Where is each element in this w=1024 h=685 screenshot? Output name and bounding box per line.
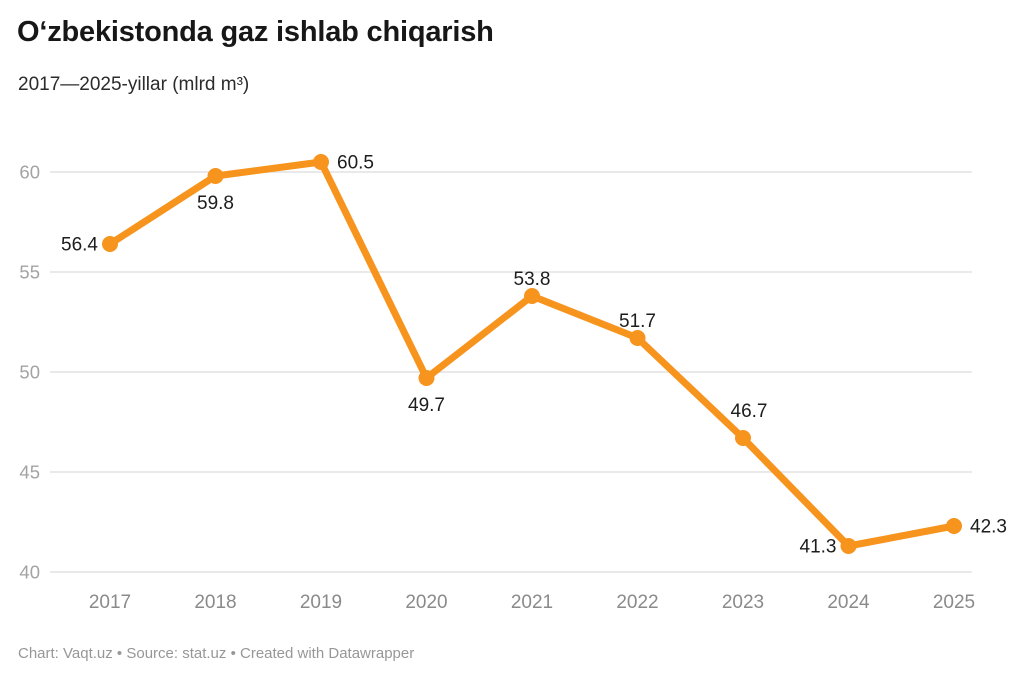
data-point-label: 53.8 bbox=[514, 269, 551, 290]
data-point bbox=[102, 236, 118, 252]
x-axis-tick-label: 2018 bbox=[194, 592, 236, 613]
data-line bbox=[106, 158, 958, 550]
x-axis-tick-label: 2020 bbox=[405, 592, 447, 613]
x-axis-tick-label: 2023 bbox=[722, 592, 764, 613]
data-point bbox=[735, 430, 751, 446]
x-axis-tick-label: 2024 bbox=[827, 592, 870, 613]
data-point bbox=[207, 168, 224, 184]
data-point-label: 51.7 bbox=[619, 311, 656, 332]
data-point bbox=[524, 288, 540, 304]
y-axis-tick-label: 50 bbox=[19, 362, 40, 383]
x-axis-tick-label: 2021 bbox=[511, 592, 553, 613]
data-point bbox=[629, 330, 646, 346]
y-axis-tick-label: 45 bbox=[19, 462, 40, 483]
y-axis-tick-label: 60 bbox=[19, 162, 40, 183]
data-point bbox=[840, 538, 857, 554]
data-point-label: 41.3 bbox=[800, 537, 837, 558]
data-point-label: 46.7 bbox=[731, 401, 768, 422]
y-axis-tick-label: 55 bbox=[19, 262, 40, 283]
data-point-label: 59.8 bbox=[197, 193, 234, 214]
data-point-label: 42.3 bbox=[970, 517, 1007, 538]
data-point bbox=[313, 154, 329, 170]
x-axis-tick-label: 2019 bbox=[300, 592, 342, 613]
chart-title: Oʻzbekistonda gaz ishlab chiqarish bbox=[17, 16, 494, 48]
data-point-label: 49.7 bbox=[408, 395, 445, 416]
attribution-text: Chart: Vaqt.uz • Source: stat.uz • Creat… bbox=[18, 645, 415, 662]
x-axis-tick-label: 2022 bbox=[616, 592, 658, 613]
chart-subtitle: 2017—2025-yillar (mlrd m³) bbox=[18, 74, 250, 95]
data-point-label: 60.5 bbox=[337, 153, 374, 174]
y-axis-tick-label: 40 bbox=[19, 562, 40, 583]
data-point bbox=[946, 518, 962, 534]
x-axis-tick-label: 2025 bbox=[933, 592, 975, 613]
x-axis-tick-label: 2017 bbox=[89, 592, 131, 613]
data-point bbox=[418, 370, 435, 386]
data-point-label: 56.4 bbox=[61, 235, 98, 256]
